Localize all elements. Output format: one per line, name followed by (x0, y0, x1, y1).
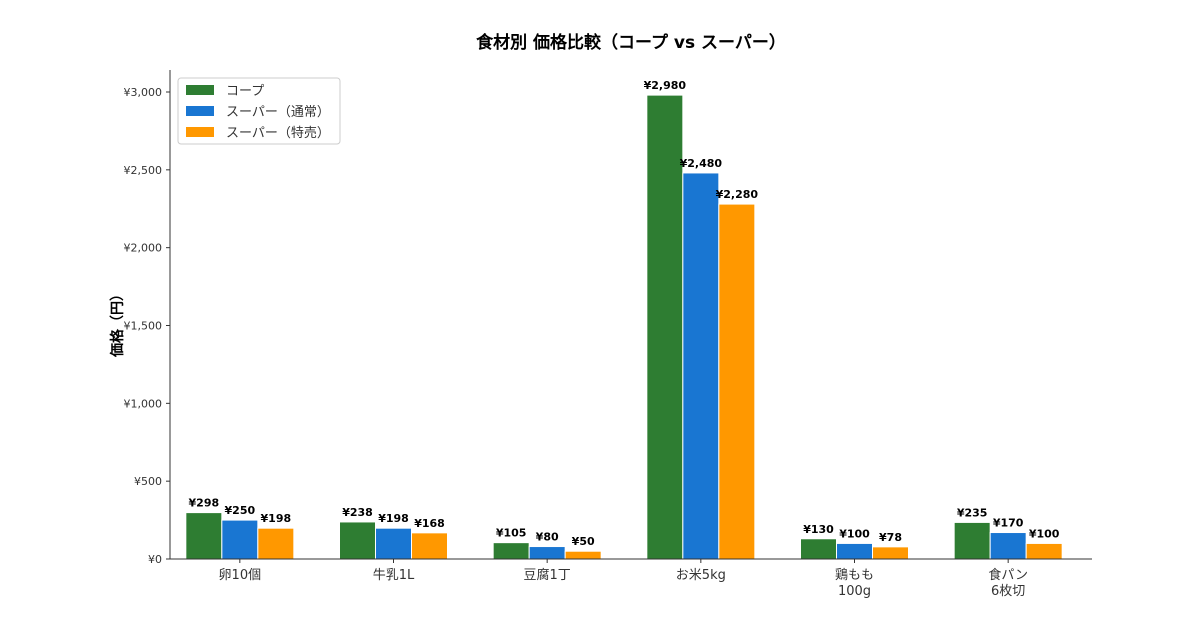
bar (872, 546, 909, 560)
data-label: ¥235 (957, 506, 988, 519)
x-tick-label: 鶏もも 100g (835, 568, 874, 599)
legend-label: スーパー（通常） (226, 105, 330, 120)
legend-swatch (186, 106, 214, 116)
legend-swatch (186, 85, 214, 95)
bar (953, 521, 991, 560)
data-label: ¥250 (225, 504, 256, 517)
bar (339, 521, 376, 560)
x-tick-label: 豆腐1丁 (524, 568, 571, 583)
data-label: ¥105 (496, 527, 527, 540)
data-label: ¥100 (1029, 527, 1060, 540)
bar (528, 546, 566, 560)
data-label: ¥130 (803, 523, 834, 536)
y-tick-label: ¥2,500 (124, 164, 163, 177)
y-tick-label: ¥1,500 (124, 320, 163, 333)
bar (492, 542, 530, 560)
legend-swatch (186, 127, 214, 137)
data-label: ¥78 (879, 531, 902, 544)
x-tick-label: 食パン 6枚切 (988, 567, 1028, 599)
bar (800, 538, 837, 560)
bar (257, 527, 295, 560)
data-label: ¥50 (572, 535, 595, 548)
data-label: ¥170 (993, 517, 1024, 530)
legend (177, 77, 341, 145)
legend-label: コープ (226, 84, 264, 99)
data-label: ¥2,980 (644, 79, 687, 92)
y-axis-label: 価格（円） (109, 287, 126, 358)
y-tick-label: ¥500 (134, 475, 162, 488)
y-tick-label: ¥0 (148, 553, 162, 566)
bar (185, 512, 223, 560)
bar (411, 532, 448, 560)
bar (836, 542, 873, 560)
bar (221, 519, 259, 560)
bar (1025, 542, 1063, 560)
data-label: ¥198 (261, 512, 292, 525)
bar (646, 94, 684, 560)
legend-label: スーパー（特売） (226, 125, 330, 141)
data-label: ¥198 (378, 512, 409, 525)
x-tick-label: 牛乳1L (373, 568, 415, 583)
y-tick-label: ¥3,000 (124, 86, 163, 99)
data-label: ¥298 (189, 497, 220, 510)
x-tick-label: 卵10個 (219, 568, 262, 583)
bar (718, 203, 756, 560)
data-label: ¥168 (414, 517, 445, 530)
chart-title: 食材別 価格比較（コープ vs スーパー） (476, 32, 786, 53)
bar (564, 550, 602, 560)
data-label: ¥238 (342, 506, 373, 519)
data-label: ¥100 (839, 527, 870, 540)
bar (682, 172, 720, 560)
y-tick-label: ¥2,000 (124, 242, 163, 255)
x-tick-label: お米5kg (676, 568, 726, 583)
bar (989, 532, 1027, 560)
data-label: ¥2,480 (680, 157, 723, 170)
data-label: ¥80 (536, 531, 559, 544)
y-tick-label: ¥1,000 (124, 397, 163, 410)
data-label: ¥2,280 (716, 188, 759, 201)
bar (375, 527, 412, 560)
